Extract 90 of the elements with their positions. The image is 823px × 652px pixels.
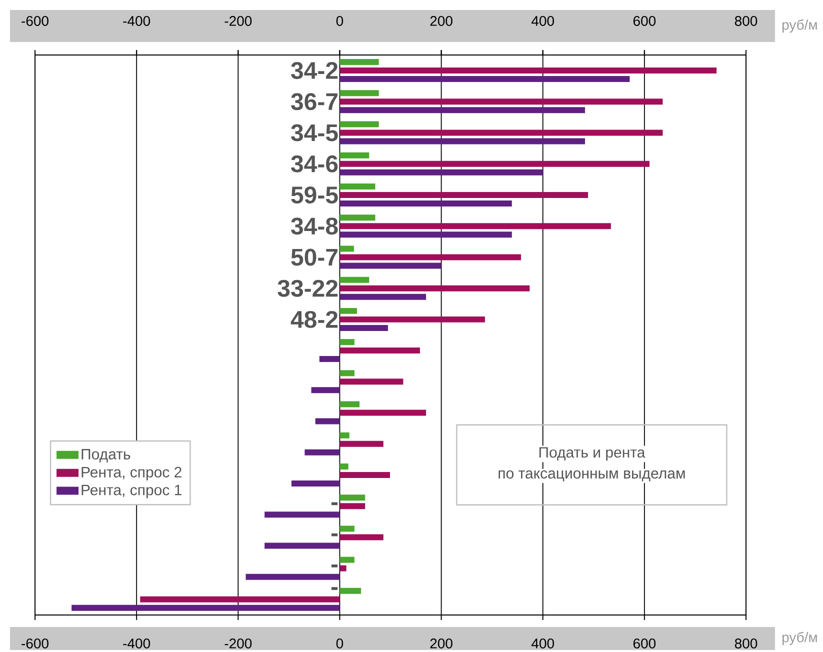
- bar: [340, 98, 663, 105]
- x-tick-label: 600: [633, 638, 656, 648]
- x-tick-label: -400: [123, 638, 150, 648]
- y-tick-label: 33-22: [278, 280, 338, 297]
- bar: [340, 246, 354, 252]
- bar: [340, 432, 350, 438]
- bar: [340, 588, 362, 594]
- bar: [340, 214, 376, 221]
- bar: [340, 316, 485, 322]
- bar: [340, 339, 354, 346]
- bar: [340, 285, 530, 292]
- x2-tick-label: 400: [531, 16, 554, 26]
- bar: [304, 449, 340, 456]
- x-tick-label: 800: [734, 638, 758, 648]
- bar: [340, 121, 379, 128]
- bar: [340, 410, 426, 416]
- y-tick-label: -: [331, 564, 338, 568]
- x2-tick-label: -600: [22, 16, 48, 26]
- x-axis-title: руб/м: [782, 632, 817, 646]
- legend-label: Рента, спрос 1: [82, 484, 182, 498]
- bar: [340, 160, 650, 167]
- y-tick-label: 50-7: [291, 248, 338, 266]
- bar: [340, 130, 663, 136]
- bar: [319, 356, 340, 362]
- bar: [340, 324, 388, 331]
- bar: [340, 59, 379, 66]
- bar: [246, 574, 340, 580]
- bar: [340, 378, 404, 385]
- bar: [340, 401, 360, 408]
- bar: [340, 169, 543, 176]
- bar: [340, 534, 384, 540]
- x-tick-label: -200: [224, 638, 252, 648]
- bar: [340, 90, 379, 96]
- bar: [340, 107, 586, 114]
- annotation: Подать и рента: [539, 447, 646, 461]
- bar: [340, 276, 370, 283]
- x2-tick-label: -200: [224, 16, 252, 26]
- x-tick-label: -600: [22, 638, 48, 648]
- bar: [264, 542, 340, 549]
- bar: [340, 503, 366, 510]
- x-tick-label: 0: [336, 638, 344, 648]
- bar: [340, 565, 346, 572]
- bar: [340, 294, 426, 300]
- x2-tick-label: 0: [336, 16, 344, 26]
- y-tick-label: 36-7: [291, 93, 338, 110]
- bar: [340, 200, 512, 206]
- legend-label: Подать: [82, 449, 130, 462]
- y-tick-label: -: [331, 587, 338, 590]
- bar: [340, 183, 376, 190]
- x2-tick-label: 800: [734, 16, 758, 26]
- y-tick-label: 34-8: [291, 218, 338, 235]
- bar: [340, 348, 420, 354]
- y-tick-label: -: [331, 533, 338, 536]
- bar: [72, 604, 340, 611]
- bar: [340, 254, 522, 260]
- bar: [340, 192, 588, 198]
- bar: [340, 76, 630, 82]
- bar: [340, 308, 357, 314]
- bar: [264, 512, 340, 518]
- y-tick-label: 34-6: [291, 155, 338, 172]
- x2-tick-label: -400: [123, 16, 150, 26]
- bar: [340, 232, 512, 238]
- bar: [311, 387, 340, 394]
- bar: [340, 463, 348, 470]
- y-tick-label: 59-5: [291, 186, 338, 204]
- x-tick-label: 400: [531, 638, 554, 648]
- x2-tick-label: 200: [430, 16, 452, 26]
- bar: [340, 68, 717, 74]
- y-tick-label: 34-5: [291, 124, 338, 142]
- y-tick-label: 34-2: [291, 62, 338, 80]
- bar: [340, 526, 354, 532]
- bar: [340, 494, 366, 501]
- bar: [291, 480, 340, 486]
- x-tick-label: 200: [430, 638, 452, 648]
- bar: [340, 556, 354, 563]
- bar: [340, 262, 442, 269]
- bar: [140, 596, 340, 602]
- bar: [340, 370, 354, 376]
- bar: [340, 138, 586, 144]
- bar: [315, 418, 340, 424]
- x2-tick-label: 600: [633, 16, 656, 26]
- legend-label: Рента, спрос 2: [82, 466, 182, 480]
- bar: [340, 440, 384, 447]
- y-tick-label: -: [331, 502, 338, 506]
- y-tick-label: 48-2: [290, 310, 338, 328]
- bar: [340, 223, 611, 230]
- bar: [340, 152, 370, 158]
- bar: [340, 472, 390, 478]
- x2-axis-title: руб/м: [782, 19, 817, 33]
- annotation: по таксационным выделам: [498, 470, 685, 482]
